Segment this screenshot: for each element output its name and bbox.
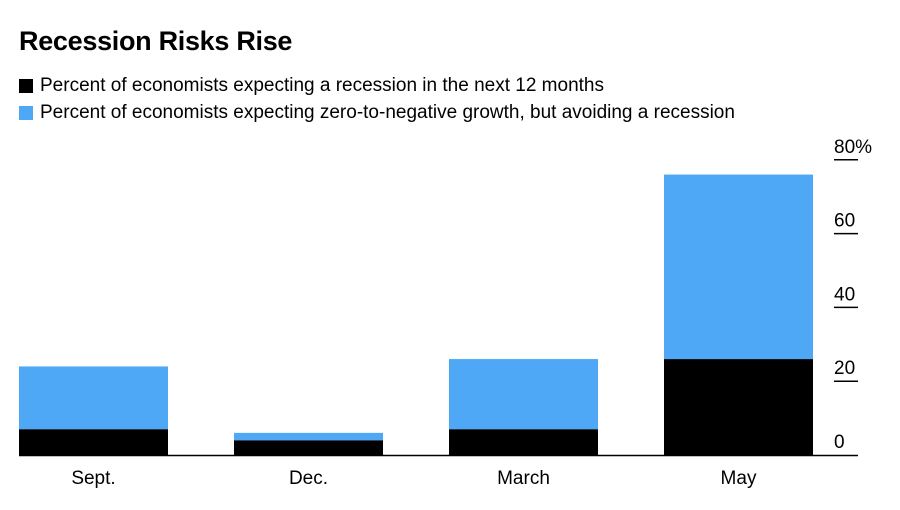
bar-zero-growth-3	[664, 174, 813, 360]
bar-recession-3	[664, 359, 813, 455]
legend-label-recession: Percent of economists expecting a recess…	[40, 75, 604, 96]
legend: Percent of economists expecting a recess…	[19, 72, 735, 126]
y-tick-label-4: 80%	[834, 137, 872, 158]
x-tick-label-2: March	[497, 468, 550, 489]
legend-swatch-zero-growth	[19, 105, 33, 120]
x-tick-label-3: May	[721, 468, 757, 489]
y-tick-label-0: 0	[834, 432, 845, 453]
chart-title: Recession Risks Rise	[19, 26, 293, 56]
legend-label-zero-growth: Percent of economists expecting zero-to-…	[40, 102, 735, 123]
bar-recession-1	[234, 440, 383, 455]
legend-swatch-recession	[19, 78, 33, 93]
y-tick-label-2: 40	[834, 284, 855, 305]
legend-item-zero-growth: Percent of economists expecting zero-to-…	[19, 99, 735, 126]
bar-recession-2	[449, 429, 598, 455]
x-tick-label-1: Dec.	[289, 468, 328, 489]
legend-item-recession: Percent of economists expecting a recess…	[19, 72, 735, 99]
x-tick-label-0: Sept.	[71, 468, 115, 489]
bar-zero-growth-0	[19, 366, 168, 430]
y-tick-label-1: 20	[834, 358, 855, 379]
bar-zero-growth-2	[449, 359, 598, 430]
bar-recession-0	[19, 429, 168, 455]
bar-zero-growth-1	[234, 432, 383, 441]
y-tick-label-3: 60	[834, 211, 855, 232]
